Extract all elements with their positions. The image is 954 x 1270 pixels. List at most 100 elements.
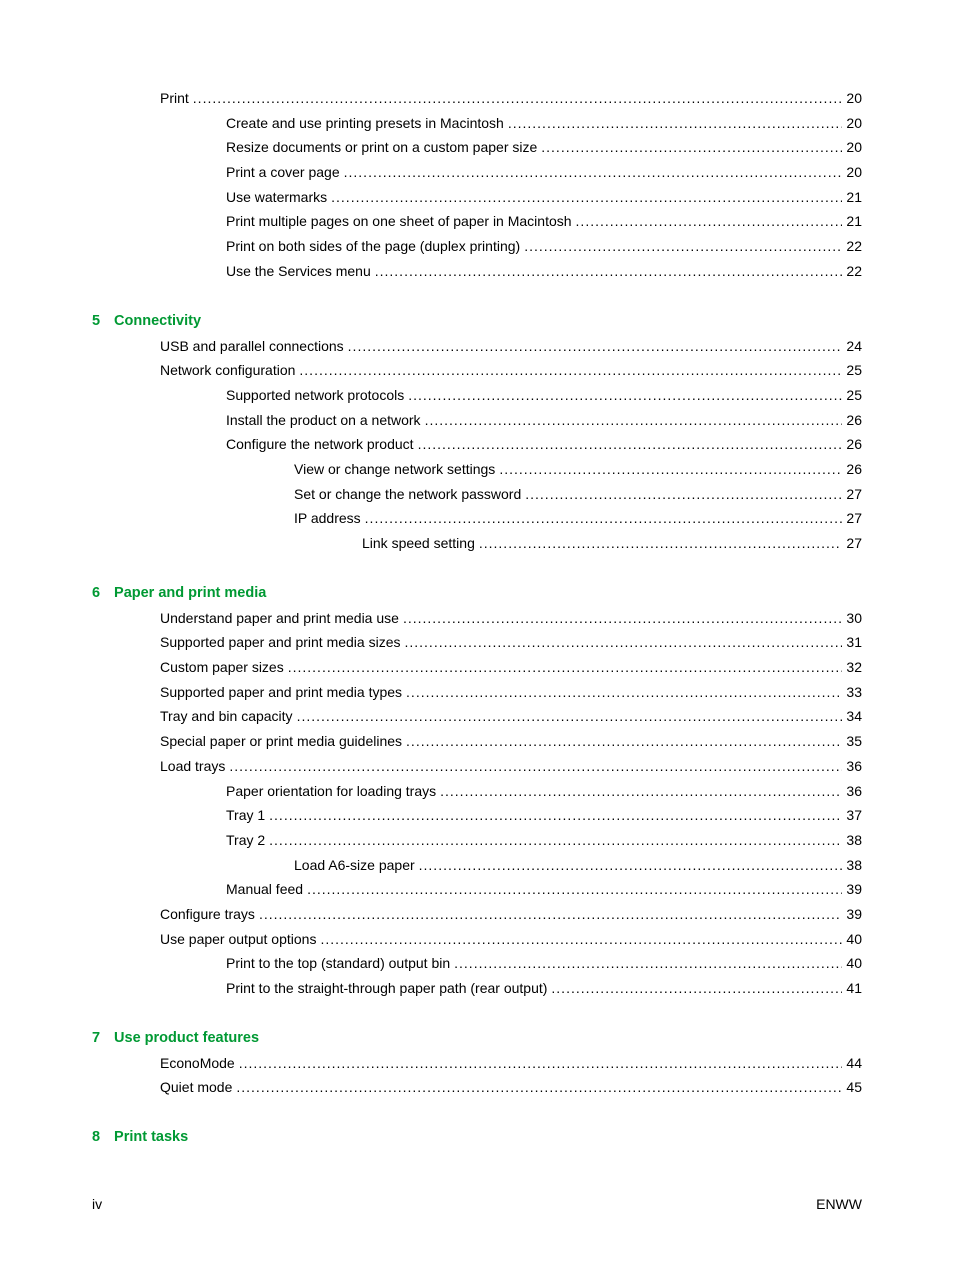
- toc-section-number: 5: [92, 313, 110, 329]
- toc-leader-dots: [408, 385, 842, 407]
- toc-entry-label: Print multiple pages on one sheet of pap…: [226, 211, 572, 233]
- toc-entry[interactable]: Use the Services menu 22: [92, 261, 862, 283]
- toc-leader-dots: [425, 410, 843, 432]
- toc-entry-label: Print a cover page: [226, 162, 340, 184]
- toc-entry[interactable]: USB and parallel connections 24: [92, 336, 862, 358]
- toc-leader-dots: [269, 830, 842, 852]
- toc-entry-page: 22: [846, 261, 862, 283]
- toc-leader-dots: [454, 953, 842, 975]
- toc-entry[interactable]: Create and use printing presets in Macin…: [92, 113, 862, 135]
- toc-entry[interactable]: EconoMode 44: [92, 1053, 862, 1075]
- toc-entry[interactable]: Resize documents or print on a custom pa…: [92, 137, 862, 159]
- toc-leader-dots: [229, 756, 842, 778]
- toc-leader-dots: [288, 657, 843, 679]
- toc-entry-label: Supported paper and print media types: [160, 682, 402, 704]
- toc-entry-page: 41: [846, 978, 862, 1000]
- toc-leader-dots: [193, 88, 843, 110]
- toc-entry-label: Print to the top (standard) output bin: [226, 953, 450, 975]
- toc-entry[interactable]: Quiet mode 45: [92, 1077, 862, 1099]
- toc-entry[interactable]: Print 20: [92, 88, 862, 110]
- toc-section-number: 8: [92, 1129, 110, 1145]
- toc-entry-label: Load trays: [160, 756, 225, 778]
- toc-entry[interactable]: View or change network settings 26: [92, 459, 862, 481]
- toc-section-heading[interactable]: 7 Use product features: [92, 1030, 862, 1046]
- toc-entry-page: 31: [846, 632, 862, 654]
- toc-leader-dots: [508, 113, 843, 135]
- toc-entry[interactable]: Link speed setting 27: [92, 533, 862, 555]
- toc-entry[interactable]: Print to the top (standard) output bin 4…: [92, 953, 862, 975]
- toc-entry-page: 20: [846, 113, 862, 135]
- toc-leader-dots: [299, 360, 842, 382]
- toc-entry-page: 39: [846, 879, 862, 901]
- toc-entry-page: 20: [846, 137, 862, 159]
- toc-leader-dots: [440, 781, 842, 803]
- toc-leader-dots: [576, 211, 843, 233]
- toc-entry-label: Print: [160, 88, 189, 110]
- toc-entry-page: 33: [846, 682, 862, 704]
- toc-entry-label: Quiet mode: [160, 1077, 232, 1099]
- toc-entry-page: 25: [846, 360, 862, 382]
- toc-leader-dots: [236, 1077, 842, 1099]
- toc-section-heading[interactable]: 6 Paper and print media: [92, 585, 862, 601]
- toc-entry[interactable]: Tray and bin capacity 34: [92, 706, 862, 728]
- toc-leader-dots: [375, 261, 843, 283]
- toc-section-title: Use product features: [110, 1030, 259, 1046]
- toc-leader-dots: [331, 187, 842, 209]
- toc-entry[interactable]: Supported paper and print media types 33: [92, 682, 862, 704]
- toc-entry-label: Configure the network product: [226, 434, 414, 456]
- toc-leader-dots: [524, 236, 842, 258]
- toc-entry[interactable]: Network configuration 25: [92, 360, 862, 382]
- toc-leader-dots: [419, 855, 843, 877]
- toc-entry[interactable]: Load trays 36: [92, 756, 862, 778]
- toc-entry-label: Paper orientation for loading trays: [226, 781, 436, 803]
- toc-entry[interactable]: Paper orientation for loading trays 36: [92, 781, 862, 803]
- page-footer: iv ENWW: [92, 1196, 862, 1212]
- toc-entry-page: 24: [846, 336, 862, 358]
- toc-entry[interactable]: Supported paper and print media sizes 31: [92, 632, 862, 654]
- toc-entry[interactable]: IP address 27: [92, 508, 862, 530]
- toc-entry-page: 34: [846, 706, 862, 728]
- toc-entry-label: Configure trays: [160, 904, 255, 926]
- toc-entry[interactable]: Set or change the network password 27: [92, 484, 862, 506]
- toc-section-number: 6: [92, 585, 110, 601]
- toc-entry-label: Use the Services menu: [226, 261, 371, 283]
- toc-entry[interactable]: Tray 1 37: [92, 805, 862, 827]
- toc-leader-dots: [365, 508, 843, 530]
- toc-entry[interactable]: Print to the straight-through paper path…: [92, 978, 862, 1000]
- toc-entry-page: 30: [846, 608, 862, 630]
- toc-entry[interactable]: Load A6-size paper 38: [92, 855, 862, 877]
- toc-entry[interactable]: Custom paper sizes 32: [92, 657, 862, 679]
- toc-leader-dots: [404, 632, 842, 654]
- toc-entry[interactable]: Supported network protocols 25: [92, 385, 862, 407]
- toc-entry-label: Resize documents or print on a custom pa…: [226, 137, 537, 159]
- toc-entry[interactable]: Use paper output options 40: [92, 929, 862, 951]
- toc-section-heading[interactable]: 5 Connectivity: [92, 313, 862, 329]
- toc-entry[interactable]: Print multiple pages on one sheet of pap…: [92, 211, 862, 233]
- toc-entry[interactable]: Install the product on a network 26: [92, 410, 862, 432]
- toc-leader-dots: [297, 706, 843, 728]
- toc-leader-dots: [541, 137, 842, 159]
- toc-entry-label: Link speed setting: [362, 533, 475, 555]
- toc-entry[interactable]: Configure the network product 26: [92, 434, 862, 456]
- toc-entry-label: EconoMode: [160, 1053, 235, 1075]
- toc-entry[interactable]: Understand paper and print media use 30: [92, 608, 862, 630]
- toc-entry-page: 26: [846, 434, 862, 456]
- toc-entry[interactable]: Configure trays 39: [92, 904, 862, 926]
- toc-leader-dots: [525, 484, 842, 506]
- toc-leader-dots: [499, 459, 842, 481]
- toc-entry[interactable]: Print a cover page 20: [92, 162, 862, 184]
- toc-entry-label: Set or change the network password: [294, 484, 521, 506]
- toc-entry-label: Supported paper and print media sizes: [160, 632, 400, 654]
- toc-leader-dots: [406, 731, 842, 753]
- toc-entry-label: USB and parallel connections: [160, 336, 344, 358]
- toc-entry[interactable]: Print on both sides of the page (duplex …: [92, 236, 862, 258]
- toc-entry[interactable]: Special paper or print media guidelines …: [92, 731, 862, 753]
- toc-entry[interactable]: Tray 2 38: [92, 830, 862, 852]
- toc-entry-label: Tray 2: [226, 830, 265, 852]
- toc-entry[interactable]: Manual feed 39: [92, 879, 862, 901]
- toc-leader-dots: [551, 978, 842, 1000]
- toc-section-heading[interactable]: 8 Print tasks: [92, 1129, 862, 1145]
- toc-leader-dots: [320, 929, 842, 951]
- toc-entry[interactable]: Use watermarks 21: [92, 187, 862, 209]
- toc-entry-label: Print to the straight-through paper path…: [226, 978, 547, 1000]
